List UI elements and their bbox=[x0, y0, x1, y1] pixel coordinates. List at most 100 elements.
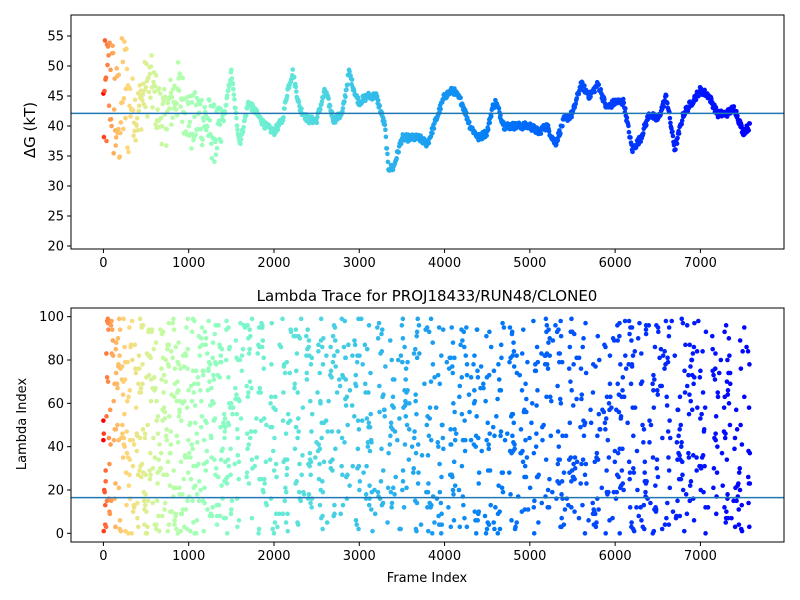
lambda-point bbox=[525, 507, 531, 512]
lambda-point bbox=[700, 349, 705, 354]
lambda-point bbox=[488, 344, 494, 350]
lambda-point bbox=[350, 353, 355, 358]
delta-g-point bbox=[118, 120, 124, 125]
lambda-point bbox=[145, 524, 150, 530]
lambda-point bbox=[400, 316, 406, 322]
lambda-point bbox=[606, 455, 612, 460]
lambda-point bbox=[414, 333, 420, 339]
lambda-point bbox=[237, 398, 242, 404]
lambda-point bbox=[120, 422, 125, 428]
lambda-point bbox=[111, 437, 117, 443]
lambda-point bbox=[307, 450, 313, 456]
lambda-point bbox=[148, 450, 153, 456]
lambda-point bbox=[494, 414, 499, 419]
lambda-point bbox=[177, 485, 182, 491]
lambda-point bbox=[173, 485, 178, 491]
lambda-point bbox=[216, 323, 221, 328]
lambda-point bbox=[143, 472, 149, 478]
lambda-point bbox=[527, 435, 532, 441]
lambda-point bbox=[464, 524, 470, 530]
lambda-point bbox=[295, 390, 301, 395]
lambda-point bbox=[559, 479, 565, 484]
lambda-point bbox=[428, 316, 434, 322]
lambda-point bbox=[427, 405, 433, 410]
lambda-point bbox=[235, 524, 240, 530]
delta-g-point bbox=[621, 100, 627, 106]
lambda-point bbox=[153, 385, 158, 391]
lambda-point bbox=[162, 500, 168, 506]
lambda-point bbox=[648, 500, 653, 506]
lambda-point bbox=[428, 379, 434, 384]
delta-g-point bbox=[138, 127, 144, 132]
lambda-point bbox=[199, 325, 205, 330]
lambda-point bbox=[726, 401, 732, 406]
lambda-point bbox=[623, 353, 628, 358]
lambda-point bbox=[476, 470, 482, 475]
lambda-point bbox=[107, 407, 113, 413]
delta-g-point bbox=[679, 121, 684, 127]
lambda-point bbox=[244, 474, 249, 480]
delta-g-point bbox=[128, 114, 133, 119]
lambda-point bbox=[214, 466, 219, 471]
delta-g-point bbox=[103, 75, 109, 80]
lambda-point bbox=[174, 433, 179, 439]
lambda-point bbox=[612, 448, 618, 454]
delta-g-point bbox=[196, 110, 202, 115]
lambda-point bbox=[273, 394, 278, 400]
lambda-point bbox=[616, 409, 622, 415]
lambda-point bbox=[309, 505, 314, 510]
lambda-point bbox=[207, 379, 212, 384]
delta-g-point bbox=[621, 96, 626, 102]
lambda-point bbox=[718, 357, 724, 363]
lambda-point bbox=[108, 442, 113, 447]
lambda-point bbox=[463, 437, 468, 443]
lambda-point bbox=[747, 362, 752, 367]
lambda-point bbox=[509, 329, 515, 335]
lambda-point bbox=[674, 513, 679, 519]
lambda-point bbox=[235, 453, 241, 458]
lambda-point bbox=[152, 455, 158, 460]
lambda-point bbox=[678, 422, 684, 428]
delta-g-point bbox=[204, 124, 210, 129]
delta-g-point bbox=[238, 137, 244, 142]
lambda-point bbox=[665, 500, 670, 506]
lambda-point bbox=[641, 526, 647, 532]
lambda-point bbox=[450, 474, 455, 480]
lambda-point bbox=[599, 485, 605, 491]
delta-g-point bbox=[192, 114, 197, 120]
lambda-point bbox=[723, 323, 729, 328]
lambda-point bbox=[745, 349, 751, 354]
lambda-point bbox=[113, 524, 118, 530]
lambda-point bbox=[507, 325, 513, 330]
lambda-point bbox=[544, 323, 550, 328]
lambda-point bbox=[416, 470, 421, 475]
lambda-point bbox=[692, 375, 697, 380]
lambda-point bbox=[166, 342, 172, 348]
delta-g-point bbox=[148, 95, 153, 100]
lambda-point bbox=[198, 424, 204, 430]
lambda-point bbox=[562, 507, 568, 512]
lambda-point bbox=[333, 364, 339, 369]
lambda-point bbox=[725, 388, 731, 393]
delta-g-point bbox=[426, 140, 432, 146]
delta-g-point bbox=[121, 96, 127, 101]
lambda-point bbox=[136, 353, 142, 358]
lambda-point bbox=[281, 390, 286, 395]
delta-g-point bbox=[203, 127, 209, 133]
lambda-point bbox=[440, 435, 446, 441]
lambda-point bbox=[137, 366, 142, 371]
lambda-point bbox=[133, 405, 139, 410]
lambda-point bbox=[561, 522, 567, 527]
lambda-point bbox=[211, 401, 216, 406]
lambda-point bbox=[548, 433, 554, 439]
lambda-point bbox=[457, 524, 463, 530]
lambda-point bbox=[414, 329, 420, 335]
lambda-point bbox=[137, 316, 143, 322]
lambda-point bbox=[304, 377, 310, 382]
lambda-point bbox=[724, 379, 730, 384]
lambda-point bbox=[734, 427, 740, 432]
lambda-point bbox=[571, 331, 577, 337]
lambda-point bbox=[456, 487, 462, 493]
lambda-point bbox=[546, 340, 551, 345]
lambda-point bbox=[626, 362, 631, 367]
